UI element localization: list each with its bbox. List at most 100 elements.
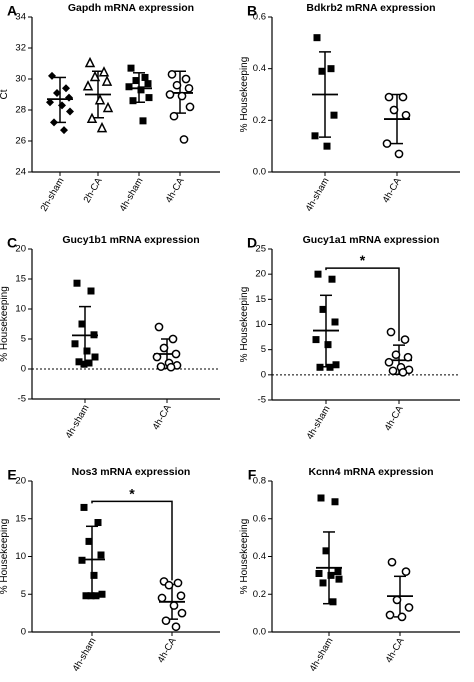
y-tick-label: 0.0 xyxy=(253,167,266,178)
data-point xyxy=(85,537,93,545)
data-point xyxy=(62,84,70,93)
data-point xyxy=(152,352,162,362)
y-tick-label: 0 xyxy=(21,364,26,375)
data-point xyxy=(87,287,95,295)
data-point xyxy=(177,91,187,101)
data-point xyxy=(331,318,339,326)
series-4h-CA xyxy=(384,327,414,377)
series-4h-sham xyxy=(315,494,343,606)
panel-a: A Gapdh mRNA expression 24 26 28 30 32 34 Ct 2h-s… xyxy=(0,2,220,214)
y-tick-label: 0.2 xyxy=(253,115,266,126)
data-point xyxy=(316,363,324,371)
data-point xyxy=(102,101,114,113)
panel-letter: D xyxy=(247,235,257,251)
data-point xyxy=(71,340,79,348)
data-point xyxy=(181,74,191,84)
data-point xyxy=(144,80,152,88)
data-point xyxy=(335,575,343,583)
data-point xyxy=(166,362,176,372)
y-axis-label: % Housekeeping xyxy=(239,57,250,133)
y-tick-label: 30 xyxy=(15,74,26,85)
y-axis-label: Ct xyxy=(0,89,10,99)
panel-letter: E xyxy=(7,467,16,483)
data-point xyxy=(176,591,186,601)
y-tick-label: -5 xyxy=(18,394,26,405)
data-point xyxy=(323,142,331,150)
data-point xyxy=(50,118,58,127)
data-point xyxy=(78,556,86,564)
data-point xyxy=(83,347,91,355)
x-tick-label: 2h-sham xyxy=(39,176,67,214)
y-tick-label: 5 xyxy=(21,334,26,345)
data-point xyxy=(388,366,398,376)
chart-title: Nos3 mRNA expression xyxy=(72,466,191,478)
significance-bracket xyxy=(325,267,400,342)
data-point xyxy=(85,359,93,367)
chart-title: Bdkrb2 mRNA expression xyxy=(306,2,435,14)
data-point xyxy=(82,592,90,600)
series-4h-sham xyxy=(125,64,153,125)
x-tick-label: 4h-CA xyxy=(381,175,404,204)
y-tick-label: 15 xyxy=(15,274,26,285)
data-point xyxy=(154,322,164,332)
chart-title: Gapdh mRNA expression xyxy=(68,2,194,14)
series-4h-CA xyxy=(385,557,414,622)
data-point xyxy=(403,352,413,362)
data-point xyxy=(145,94,153,102)
x-tick-label: 4h-sham xyxy=(118,176,146,214)
y-tick-label: 10 xyxy=(255,319,266,330)
data-point xyxy=(392,595,402,605)
series-4h-CA xyxy=(152,322,182,372)
data-point xyxy=(46,98,54,107)
y-tick-label: 10 xyxy=(15,551,26,562)
y-tick-label: 0 xyxy=(261,369,266,380)
data-point xyxy=(386,327,396,337)
data-point xyxy=(53,88,61,97)
data-point xyxy=(398,367,408,377)
y-tick-label: 0.0 xyxy=(253,627,266,638)
x-tick-label: 4h-CA xyxy=(151,402,174,431)
data-point xyxy=(330,111,338,119)
data-point xyxy=(137,86,145,94)
data-point xyxy=(94,519,102,527)
y-tick-label: 0.4 xyxy=(253,551,266,562)
data-point xyxy=(91,353,99,361)
series-4h-sham xyxy=(78,503,106,600)
y-tick-label: 5 xyxy=(261,344,266,355)
data-point xyxy=(327,65,335,73)
data-point xyxy=(334,568,342,576)
data-point xyxy=(90,331,98,339)
y-tick-label: 34 xyxy=(15,12,26,23)
y-tick-label: 0.2 xyxy=(253,589,266,600)
data-point xyxy=(168,334,178,344)
y-axis-label: % Housekeeping xyxy=(0,519,10,595)
x-tick-label: 4h-CA xyxy=(383,403,406,432)
x-tick-label: 4h-CA xyxy=(156,635,179,664)
data-point xyxy=(127,64,135,72)
data-point xyxy=(389,105,399,115)
data-point xyxy=(324,341,332,349)
panel-e: E Nos3 mRNA expression 0 5 10 15 20 % Housekeep… xyxy=(0,466,220,674)
panel-letter: B xyxy=(247,3,257,19)
series-4h-sham xyxy=(311,34,338,150)
series-4h-CA xyxy=(157,577,187,632)
data-point xyxy=(129,97,137,105)
data-point xyxy=(173,578,183,588)
data-point xyxy=(329,598,337,606)
y-axis-label: % Housekeeping xyxy=(239,519,250,595)
data-point xyxy=(315,569,323,577)
data-point xyxy=(94,94,106,105)
data-point xyxy=(167,70,177,79)
x-tick-label: 4h-sham xyxy=(71,636,99,674)
data-point xyxy=(58,101,66,110)
data-point xyxy=(171,349,181,359)
x-tick-label: 2h-CA xyxy=(82,175,105,204)
data-point xyxy=(80,360,88,368)
data-point xyxy=(84,56,96,68)
data-point xyxy=(132,77,140,85)
y-tick-label: 0.6 xyxy=(253,513,266,524)
series-2h-CA xyxy=(82,56,114,133)
y-tick-label: 15 xyxy=(15,513,26,524)
